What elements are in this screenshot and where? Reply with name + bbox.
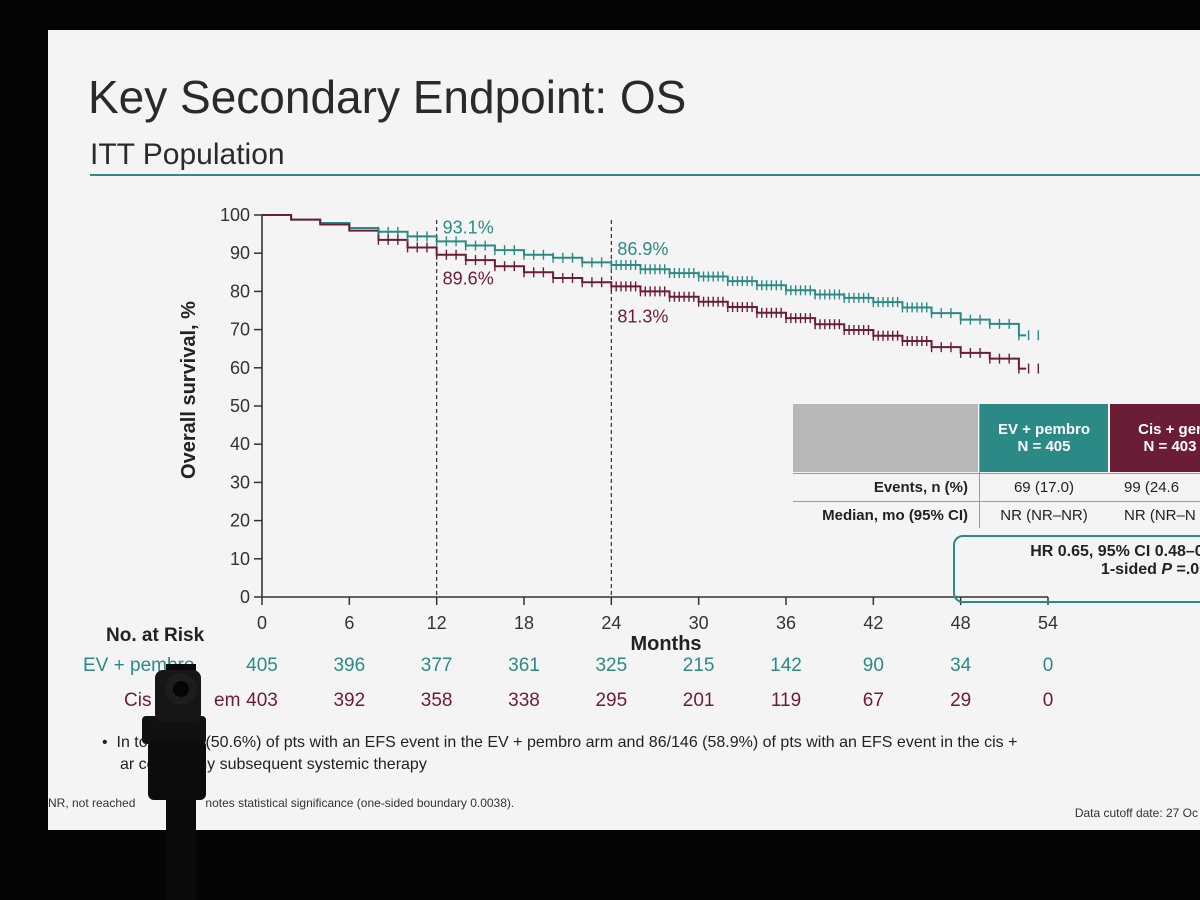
data-cutoff-date: Data cutoff date: 27 Oc: [1074, 806, 1198, 820]
risk-value-ev: 142: [770, 655, 802, 676]
table-row-label-events: Events, n (%): [873, 478, 968, 496]
table-cell-ev-events: 69 (17.0): [1013, 478, 1075, 496]
risk-value-ev: 325: [595, 655, 628, 676]
cis-arm-name: Cis + ger: [1138, 421, 1200, 438]
censor-ticks: [377, 226, 1039, 374]
bullet-line-1: • In to , 44/87 (50.6%) of pts with an E…: [102, 734, 1018, 751]
y-tick-label: 40: [230, 434, 250, 454]
y-tick-label: 80: [230, 281, 250, 301]
risk-value-cis: 119: [770, 690, 802, 711]
risk-value-ev: 215: [682, 655, 715, 676]
risk-value-ev: 90: [862, 655, 884, 676]
x-tick-label: 48: [951, 613, 971, 633]
p-value-text: 1-sided P =.002: [1100, 561, 1200, 578]
y-tick-label: 70: [230, 320, 250, 340]
survival-annotation: 86.9%: [617, 239, 668, 259]
slide-subtitle: ITT Population: [90, 138, 285, 171]
abbreviation-footnote: NR, not reached notes statistical signifi…: [48, 796, 515, 810]
title-divider: [90, 174, 1200, 176]
hazard-ratio-box: HR 0.65, 95% CI 0.48–0.8 1-sided P =.002: [953, 535, 1200, 603]
x-tick-label: 36: [776, 613, 796, 633]
risk-value-ev: 0: [1042, 655, 1054, 676]
survival-annotation: 81.3%: [617, 306, 668, 326]
slide-title: Key Secondary Endpoint: OS: [88, 71, 687, 123]
x-axis-label: Months: [630, 633, 701, 655]
y-tick-label: 30: [230, 472, 250, 492]
table-row-label-median: Median, mo (95% CI): [822, 506, 968, 524]
y-tick-label: 90: [230, 243, 250, 263]
table-divider: [979, 404, 980, 528]
risk-value-cis: 29: [950, 690, 972, 711]
risk-value-cis: 358: [420, 690, 453, 711]
table-cell-cis-events: 99 (24.6: [1124, 478, 1180, 496]
chart-axes: 0 10 20 30 40 50 60 70 80 90 100 0 6 12 18 24 30 36 42 48 54: [220, 205, 1058, 633]
y-tick-label: 60: [230, 358, 250, 378]
x-tick-label: 42: [863, 613, 883, 633]
risk-value-cis: 403: [246, 690, 278, 711]
x-tick-label: 6: [344, 613, 354, 633]
x-tick-label: 18: [514, 613, 534, 633]
risk-value-cis: 0: [1042, 690, 1054, 711]
ev-arm-n: N = 405: [1017, 438, 1071, 455]
risk-value-cis: 201: [682, 690, 715, 711]
risk-value-cis: 67: [862, 690, 884, 711]
risk-value-ev: 361: [508, 655, 540, 676]
table-divider: [793, 473, 1200, 474]
risk-value-ev: 405: [246, 655, 278, 676]
survival-chart: 0 10 20 30 40 50 60 70 80 90 100 0 6 12 18 24 30 36 42 48 54…: [178, 205, 1058, 655]
survival-annotation: 93.1%: [443, 217, 494, 237]
x-tick-label: 12: [427, 613, 447, 633]
y-tick-label: 0: [240, 587, 250, 607]
risk-table-title: No. at Risk: [106, 625, 205, 646]
risk-label-cis-end: em: [214, 690, 241, 711]
y-tick-label: 50: [230, 396, 250, 416]
y-tick-label: 20: [230, 511, 250, 531]
x-tick-label: 24: [601, 613, 621, 633]
slide: Key Secondary Endpoint: OS ITT Populatio…: [48, 30, 1200, 830]
risk-value-cis: 392: [333, 690, 366, 711]
table-header-ev: EV + pembro N = 405: [980, 404, 1108, 472]
hazard-ratio-text: HR 0.65, 95% CI 0.48–0.8: [1030, 543, 1200, 560]
risk-value-ev: 396: [333, 655, 366, 676]
table-cell-ev-median: NR (NR–NR): [1000, 506, 1088, 524]
survival-annotations: 93.1% 89.6% 86.9% 81.3%: [443, 217, 669, 326]
risk-label-cis-start: Cis: [124, 690, 152, 711]
risk-value-ev: 377: [420, 655, 453, 676]
table-header-blank: [793, 404, 978, 472]
x-tick-label: 30: [689, 613, 709, 633]
cis-arm-n: N = 403: [1143, 438, 1197, 455]
table-divider: [793, 501, 1200, 502]
ev-arm-name: EV + pembro: [997, 421, 1091, 438]
y-axis-label: Overall survival, %: [178, 301, 200, 479]
risk-value-cis: 338: [508, 690, 540, 711]
table-header-cis: Cis + ger N = 403: [1110, 404, 1200, 472]
survival-annotation: 89.6%: [443, 269, 494, 289]
y-tick-label: 10: [230, 549, 250, 569]
x-tick-label: 54: [1038, 613, 1058, 633]
x-tick-label: 0: [257, 613, 267, 633]
y-tick-label: 100: [220, 205, 250, 225]
table-cell-cis-median: NR (NR–N: [1124, 506, 1196, 524]
risk-value-ev: 34: [950, 655, 972, 676]
risk-value-cis: 295: [595, 690, 628, 711]
